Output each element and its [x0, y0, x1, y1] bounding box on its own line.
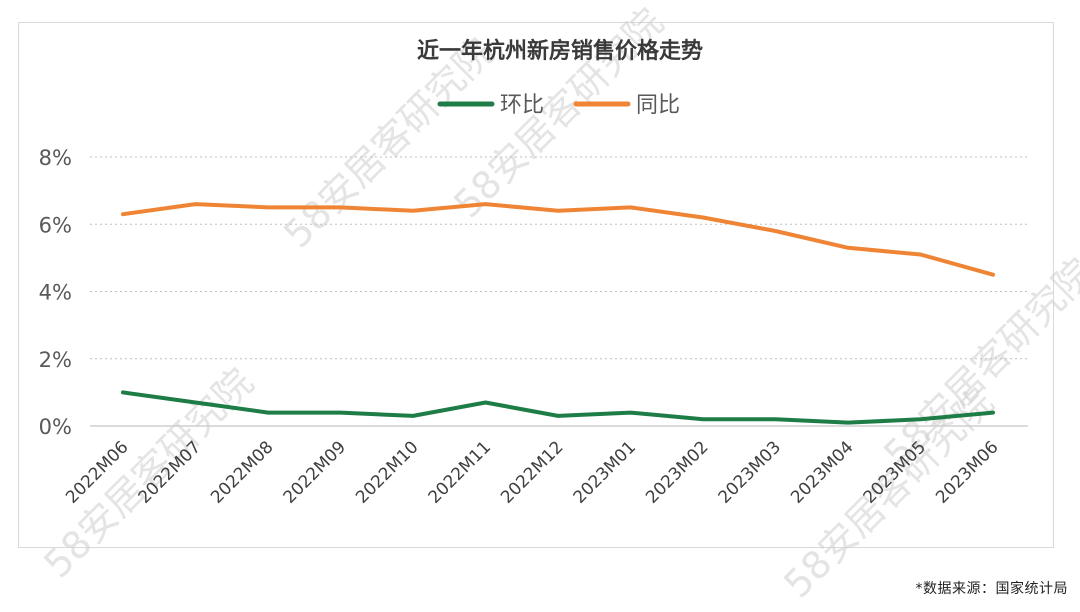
source-note: *数据来源：国家统计局 — [915, 581, 1068, 597]
x-tick-label: 2022M09 — [280, 437, 350, 507]
series-line-1 — [121, 390, 995, 425]
x-tick-label: 2022M08 — [207, 437, 277, 507]
gridlines — [90, 156, 1028, 427]
x-tick-label: 2023M03 — [715, 437, 785, 507]
chart-legend: 环比 同比 — [437, 93, 680, 118]
x-tick-label: 2023M01 — [570, 437, 640, 507]
x-tick-label: 2022M11 — [425, 437, 495, 507]
x-tick-label: 2022M10 — [352, 437, 422, 507]
y-axis-ticks: 0% 2% 4% 6% 8% — [39, 146, 72, 439]
chart-frame — [18, 22, 1054, 548]
x-tick-label: 2023M04 — [787, 437, 857, 507]
x-tick-label: 2022M12 — [497, 437, 567, 507]
y-tick-label: 6% — [39, 213, 72, 237]
legend-label: 环比 — [500, 93, 544, 118]
series-lines — [121, 202, 995, 425]
y-tick-label: 4% — [39, 281, 72, 305]
y-tick-label: 2% — [39, 348, 72, 372]
y-tick-label: 8% — [39, 146, 72, 170]
y-tick-label: 0% — [39, 415, 72, 439]
chart-title: 近一年杭州新房销售价格走势 — [417, 38, 703, 64]
x-tick-label: 2023M02 — [642, 437, 712, 507]
legend-label: 同比 — [636, 93, 680, 118]
watermark-text: 58安居客研究院 — [875, 250, 1080, 477]
series-line-2 — [121, 202, 995, 277]
